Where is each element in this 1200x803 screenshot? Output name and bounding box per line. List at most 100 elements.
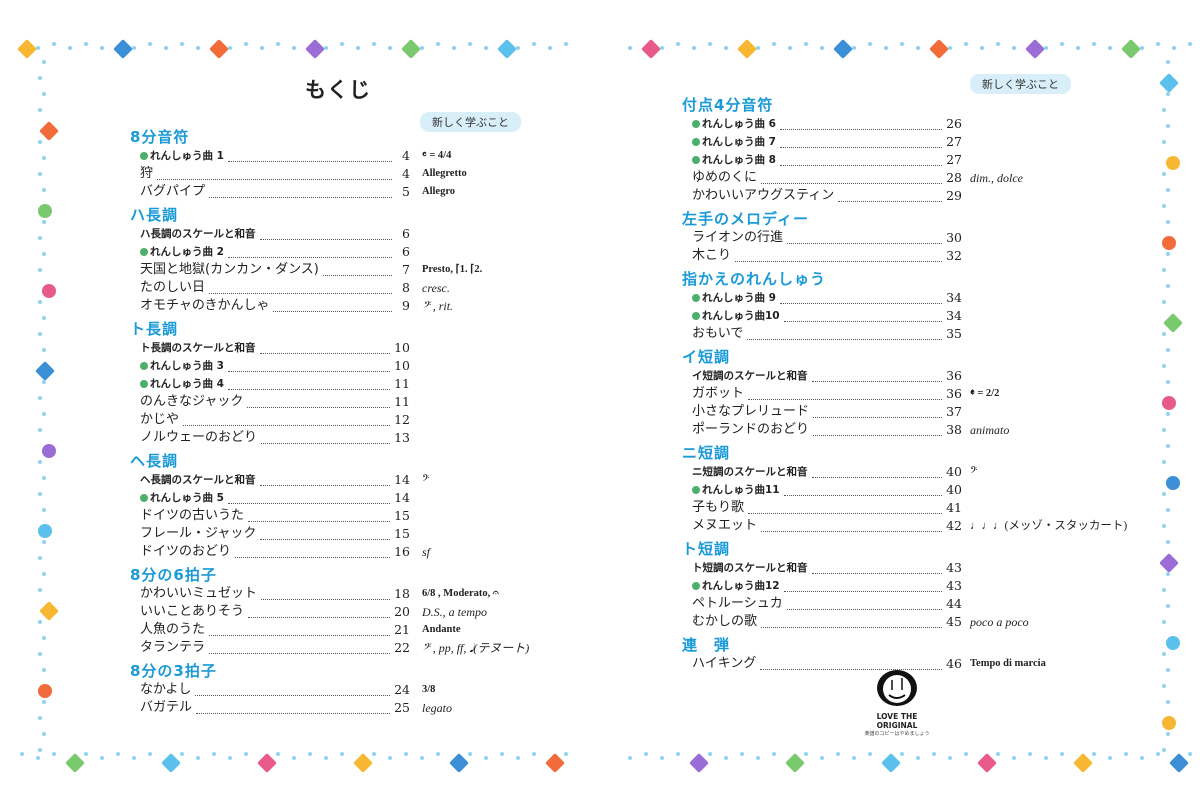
entry-title: かわいいアウグスティン (692, 188, 835, 203)
toc-entry[interactable]: れんしゅう曲 4 11 (130, 375, 410, 393)
toc-entry[interactable]: なかよし 24 3/8 (130, 681, 435, 699)
decorative-dot-icon (468, 42, 472, 46)
decorative-dot-icon (372, 42, 376, 46)
toc-entry[interactable]: おもいで 35 (682, 325, 962, 343)
decorative-dot-icon (1012, 756, 1016, 760)
decorative-dot-icon (964, 42, 968, 46)
toc-entry[interactable]: れんしゅう曲 6 26 (682, 115, 962, 133)
new-topic-note: cresc. (422, 281, 450, 295)
decorative-dot-icon (900, 42, 904, 46)
toc-entry[interactable]: れんしゅう曲 9 34 (682, 289, 962, 307)
toc-entry[interactable]: ハイキング 46 Tempo di marcia (682, 655, 1046, 673)
green-dot-icon (692, 486, 700, 494)
toc-entry[interactable]: れんしゅう曲10 34 (682, 307, 962, 325)
decorative-dot-icon (1060, 752, 1064, 756)
toc-entry[interactable]: かわいいミュゼット 18 6/8 , Moderato, 𝄐 (130, 585, 499, 603)
toc-entry[interactable]: のんきなジャック 11 (130, 393, 410, 411)
decorative-dot-icon (996, 42, 1000, 46)
toc-entry[interactable]: イ短調のスケールと和音 36 (682, 367, 962, 385)
toc-entry[interactable]: れんしゅう曲 5 14 (130, 489, 410, 507)
decorative-dot-icon (42, 156, 46, 160)
decorative-dot-icon (1162, 108, 1166, 112)
toc-entry[interactable]: れんしゅう曲12 43 (682, 577, 962, 595)
dot-leader (779, 137, 943, 148)
toc-entry[interactable]: ノルウェーのおどり 13 (130, 429, 410, 447)
toc-entry[interactable]: 子もり歌 41 (682, 499, 962, 517)
toc-entry[interactable]: れんしゅう曲 7 27 (682, 133, 962, 151)
dot-leader (157, 169, 392, 180)
page-number: 4 (402, 148, 410, 163)
decorative-dot-icon (164, 46, 168, 50)
toc-entry[interactable]: フレール・ジャック 15 (130, 525, 410, 543)
decorative-dot-icon (340, 42, 344, 46)
entry-title: 木こり (692, 248, 732, 263)
toc-entry[interactable]: ニ短調のスケールと和音 40 𝄢 (682, 463, 977, 481)
toc-entry[interactable]: ドイツのおどり 16 sf (130, 543, 430, 561)
green-dot-icon (140, 248, 148, 256)
toc-entry[interactable]: ドイツの古いうた 15 (130, 507, 410, 525)
new-topic-note: animato (970, 423, 1010, 437)
decorative-dot-icon (1166, 444, 1170, 448)
toc-entry[interactable]: 小さなプレリュード 37 (682, 403, 962, 421)
page-number: 6 (402, 244, 410, 259)
toc-entry[interactable]: 狩 4 Allegretto (130, 165, 467, 183)
toc-entry[interactable]: かわいいアウグスティン 29 (682, 187, 962, 205)
decorative-dot-icon (372, 752, 376, 756)
decorative-sticker-icon (1159, 73, 1179, 93)
toc-entry[interactable]: れんしゅう曲 3 10 (130, 357, 410, 375)
new-topics-badge: 新しく学ぶこと (420, 112, 521, 132)
page-number: 29 (946, 188, 962, 203)
toc-entry[interactable]: かじや 12 (130, 411, 410, 429)
toc-entry[interactable]: バガテル 25 legato (130, 699, 452, 717)
decorative-dot-icon (38, 748, 42, 752)
entry-title: ハイキング (692, 656, 757, 671)
toc-entry[interactable]: ガボット 36 𝄵 = 2/2 (682, 385, 999, 403)
entry-title: れんしゅう曲10 (702, 310, 780, 322)
toc-entry[interactable]: れんしゅう曲 2 6 (130, 243, 410, 261)
toc-entry[interactable]: ポーランドのおどり 38 animato (682, 421, 1009, 439)
toc-entry[interactable]: ト短調のスケールと和音 43 (682, 559, 962, 577)
section-heading: 8分の3拍子 (130, 662, 217, 680)
toc-entry[interactable]: ペトルーシュカ 44 (682, 595, 962, 613)
new-topic-note: dim., dolce (970, 171, 1023, 185)
entry-title: おもいで (692, 326, 744, 341)
toc-entry[interactable]: 天国と地獄(カンカン・ダンス) 7 Presto, ⌈1. ⌈2. (130, 261, 482, 279)
decorative-dot-icon (38, 172, 42, 176)
decorative-dot-icon (644, 752, 648, 756)
decorative-dot-icon (1162, 364, 1166, 368)
toc-entry[interactable]: ト長調のスケールと和音 10 (130, 339, 410, 357)
toc-entry[interactable]: メヌエット 42 ♩♩♩(メッゾ・スタッカート) (682, 517, 1127, 535)
decorative-dot-icon (42, 188, 46, 192)
decorative-dot-icon (740, 752, 744, 756)
toc-entry[interactable]: むかしの歌 45 poco a poco (682, 613, 1029, 631)
dot-leader (735, 251, 943, 262)
decorative-dot-icon (1162, 684, 1166, 688)
dot-leader (209, 187, 392, 198)
toc-entry[interactable]: ライオンの行進 30 (682, 229, 962, 247)
decorative-dot-icon (948, 46, 952, 50)
dot-leader (783, 311, 943, 322)
toc-entry[interactable]: タランテラ 22 𝄢 , pp, ff, 𝅘𝅥(テヌート) (130, 639, 529, 657)
toc-entry[interactable]: れんしゅう曲 1 4 𝄴 = 4/4 (130, 147, 451, 165)
decorative-dot-icon (42, 252, 46, 256)
toc-entry[interactable]: れんしゅう曲11 40 (682, 481, 962, 499)
dot-leader (227, 361, 391, 372)
toc-entry[interactable]: いいことありそう 20 D.S., a tempo (130, 603, 487, 621)
decorative-dot-icon (38, 300, 42, 304)
green-dot-icon (692, 312, 700, 320)
toc-entry[interactable]: 人魚のうた 21 Andante (130, 621, 461, 639)
toc-entry[interactable]: れんしゅう曲 8 27 (682, 151, 962, 169)
toc-entry[interactable]: ヘ長調のスケールと和音 14 𝄢 (130, 471, 429, 489)
decorative-sticker-icon (39, 121, 59, 141)
decorative-sticker-icon (161, 753, 181, 773)
toc-entry[interactable]: ゆめのくに 28 dim., dolce (682, 169, 1023, 187)
toc-entry[interactable]: 木こり 32 (682, 247, 962, 265)
entry-title: ハ長調のスケールと和音 (140, 228, 256, 240)
toc-entry[interactable]: ハ長調のスケールと和音 6 (130, 225, 410, 243)
page-number: 32 (946, 248, 962, 263)
decorative-dot-icon (1108, 46, 1112, 50)
toc-entry[interactable]: オモチャのきかんしゃ 9 𝄢 , rit. (130, 297, 453, 315)
toc-entry[interactable]: バグパイプ 5 Allegro (130, 183, 455, 201)
toc-entry[interactable]: たのしい日 8 cresc. (130, 279, 450, 297)
section-heading: 指かえのれんしゅう (682, 270, 827, 288)
